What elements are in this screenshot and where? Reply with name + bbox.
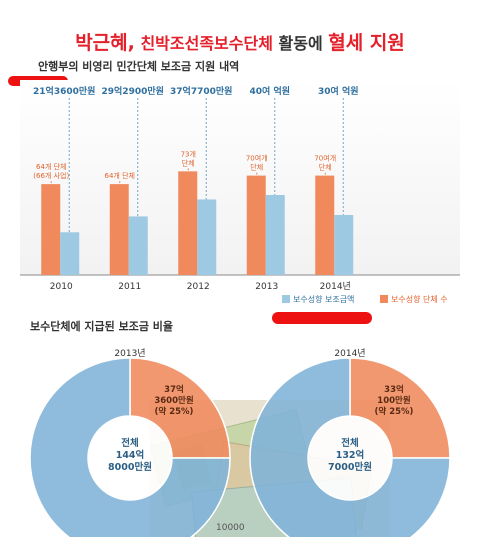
legend-swatch-amount	[282, 295, 290, 303]
count-label: 70여개	[314, 154, 336, 163]
amount-label: 30여 억원	[318, 85, 359, 97]
bar-count-2014년	[315, 175, 335, 275]
donut-total-text: 전체	[121, 437, 138, 449]
donut-center	[88, 416, 172, 500]
count-label: 단체	[319, 163, 332, 172]
pie-chart-title: 보수단체에 지급된 보조금 비율	[30, 320, 174, 333]
headline-part3: 활동에	[272, 34, 329, 53]
donut-charts-area: 10000 2013년 전체 144억 8000만원 37억 3600만원 (약 25%) 2…	[0, 340, 480, 537]
donut-total-text: 8000만원	[108, 461, 152, 473]
amount-label: 40여 억원	[250, 85, 291, 97]
donut-part-text: (약 25%)	[155, 406, 194, 417]
amount-label: 21억3600만원	[33, 85, 95, 97]
donut-total-text: 7000만원	[328, 461, 372, 473]
donut-year-label: 2013년	[114, 348, 145, 359]
donut-total-text: 144억	[116, 449, 145, 461]
amount-label: 29억2900만원	[102, 85, 164, 97]
bar-amount-2012	[197, 199, 217, 275]
count-label: 단체	[250, 163, 263, 172]
count-label: 73개	[181, 149, 196, 158]
amount-label: 37억7700만원	[170, 85, 232, 97]
headline-part2: 친박조선족보수단체	[134, 34, 273, 53]
bar-count-2013	[246, 175, 266, 275]
donut-center	[308, 416, 392, 500]
donut-part-text: 37억	[164, 384, 184, 395]
legend-label-count: 보수성향 단체 수	[391, 294, 448, 304]
bar-amount-2013	[265, 195, 285, 275]
headline-part4: 혈세 지원	[328, 32, 405, 54]
category-label: 2011	[118, 282, 141, 292]
count-label: 단체	[182, 158, 195, 167]
count-label: 64개 단체	[105, 171, 135, 180]
bar-chart-background	[20, 80, 460, 275]
category-label: 2014년	[320, 281, 351, 292]
bar-count-2011	[109, 184, 129, 275]
donut-total-text: 전체	[341, 437, 358, 449]
bar-chart-title: 안행부의 비영리 민간단체 보조금 지원 내역	[38, 60, 240, 73]
bar-count-2012	[178, 171, 198, 275]
donut-part-text: 3600만원	[154, 395, 193, 406]
count-label: 70여개	[246, 154, 268, 163]
bar-count-2010	[41, 184, 61, 275]
category-label: 2012	[187, 282, 210, 292]
category-label: 2010	[50, 282, 73, 292]
donut-part-text: 100만원	[377, 395, 411, 406]
svg-text:10000: 10000	[216, 523, 245, 533]
bar-amount-2010	[60, 232, 80, 275]
donut-part-text: 33억	[384, 384, 404, 395]
count-label: (66개 사업)	[33, 171, 69, 180]
donut-total-text: 132억	[336, 449, 365, 461]
headline-part1: 박근혜,	[75, 32, 135, 54]
headline: 박근혜, 친박조선족보수단체 활동에 혈세 지원	[0, 28, 480, 55]
legend-label-amount: 보수성향 보조금액	[293, 294, 354, 304]
donut-part-text: (약 25%)	[375, 406, 414, 417]
count-label: 64개 단체	[36, 162, 66, 171]
category-label: 2013	[255, 282, 278, 292]
donut-year-label: 2014년	[334, 348, 365, 359]
bar-amount-2014년	[334, 215, 354, 275]
legend-swatch-count	[380, 295, 388, 303]
red-highlight-mark-2	[272, 312, 372, 324]
bar-amount-2011	[128, 216, 148, 275]
